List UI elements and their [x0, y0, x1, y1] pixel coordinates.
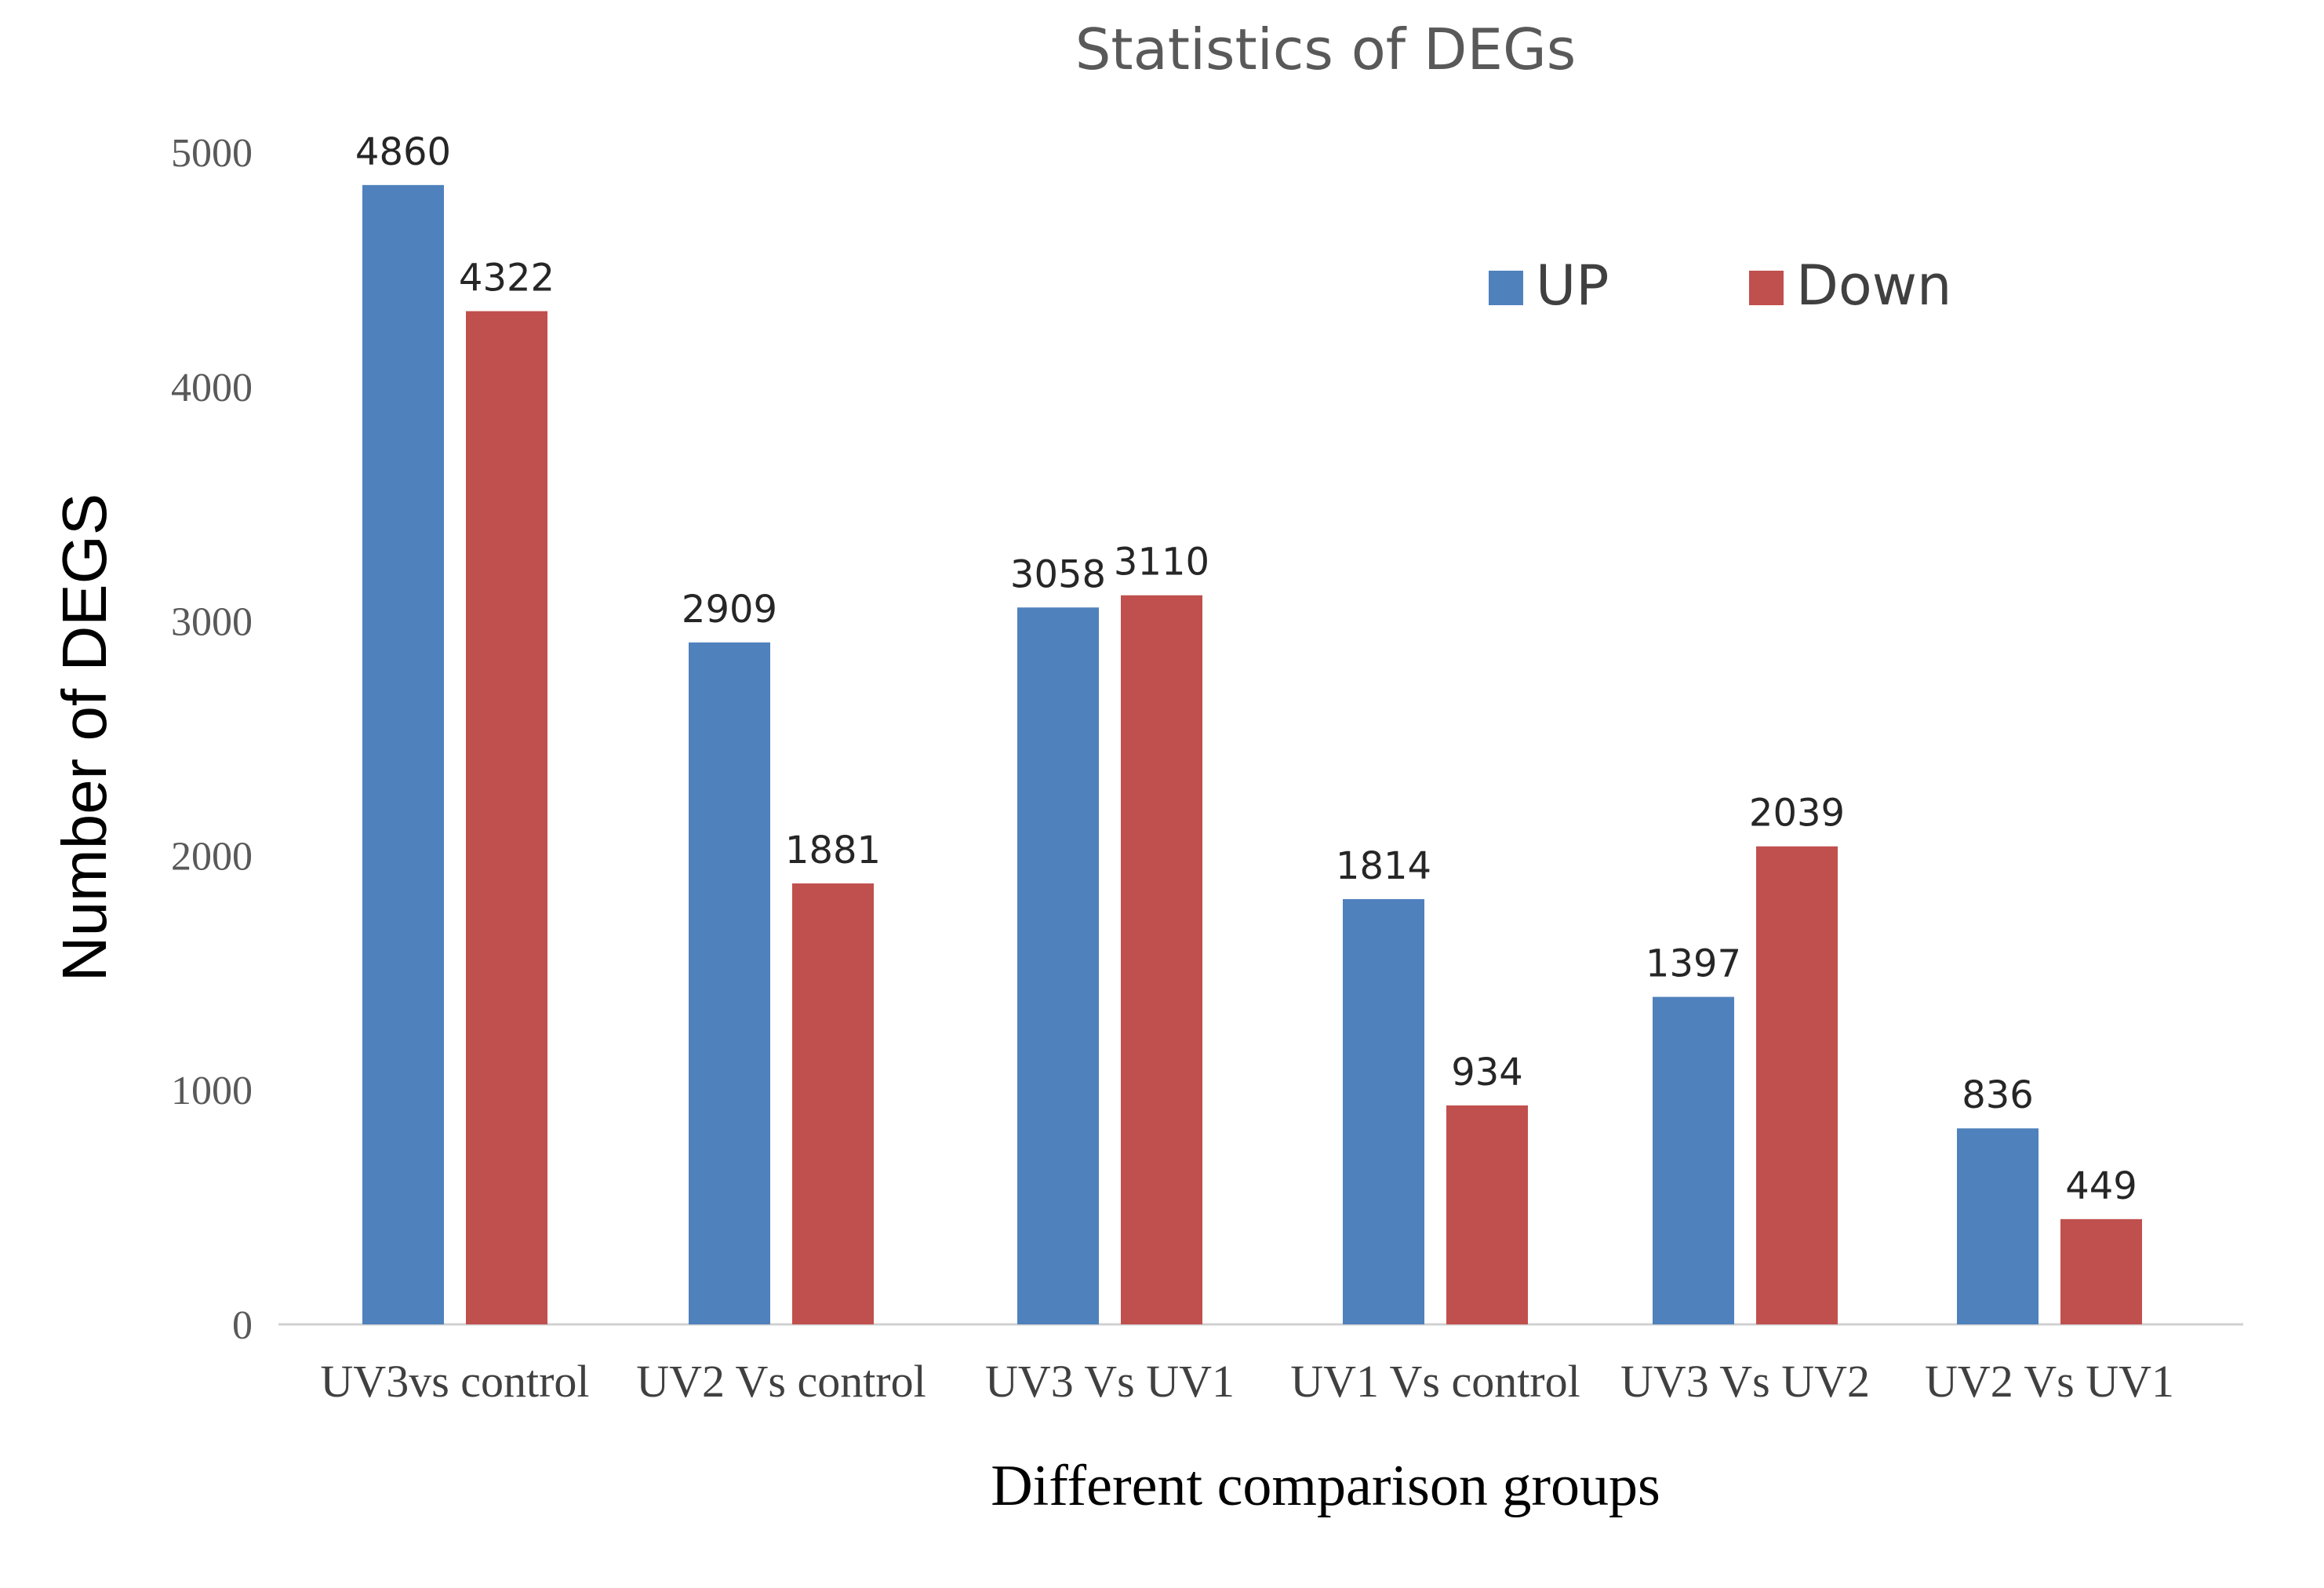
x-tick-label: UV3 Vs UV2 — [1620, 1356, 1870, 1407]
bar-up — [689, 642, 770, 1324]
bar-down — [466, 311, 547, 1324]
bar-down — [1121, 595, 1202, 1324]
x-tick-label: UV3vs control — [320, 1356, 589, 1407]
x-tick-label: UV2 Vs UV1 — [1925, 1356, 2174, 1407]
bar-up — [1343, 898, 1424, 1324]
bar-down — [1446, 1105, 1528, 1324]
x-tick-label: UV1 Vs control — [1290, 1356, 1580, 1407]
y-tick-label: 2000 — [171, 834, 253, 879]
data-label: 4860 — [355, 130, 451, 174]
data-label: 3058 — [1010, 552, 1106, 596]
chart-title: Statistics of DEGs — [1075, 16, 1577, 82]
data-label: 1397 — [1646, 942, 1741, 986]
data-label: 1814 — [1336, 844, 1431, 888]
data-label: 4322 — [459, 257, 555, 300]
bar-up — [362, 184, 444, 1324]
x-axis-label: Different comparison groups — [991, 1454, 1660, 1518]
x-tick-label: UV3 Vs UV1 — [985, 1356, 1235, 1407]
y-tick-label: 1000 — [171, 1069, 253, 1113]
legend-label-down: Down — [1796, 253, 1951, 318]
bar-down — [1756, 846, 1838, 1324]
legend-swatch-down — [1749, 271, 1784, 305]
bar-up — [1017, 607, 1099, 1324]
y-axis-ticks: 0 1000 2000 3000 4000 5000 — [171, 131, 253, 1348]
bars — [362, 184, 2142, 1324]
data-label: 2039 — [1749, 792, 1845, 836]
y-tick-label: 3000 — [171, 600, 253, 645]
y-tick-label: 5000 — [171, 131, 253, 176]
data-label: 449 — [2065, 1164, 2137, 1208]
bar-down — [2060, 1218, 2142, 1324]
x-tick-label: UV2 Vs control — [636, 1356, 926, 1407]
bar-up — [1957, 1128, 2039, 1324]
data-labels: 4860 4322 2909 1881 3058 3110 1814 934 1397 2039 8… — [355, 130, 2137, 1208]
bar-up — [1653, 996, 1734, 1324]
y-axis-label: Number of DEGS — [49, 494, 119, 982]
data-label: 1881 — [785, 829, 881, 872]
y-tick-label: 0 — [232, 1303, 253, 1348]
data-label: 934 — [1451, 1051, 1523, 1094]
data-label: 836 — [1962, 1073, 2034, 1117]
legend-label-up: UP — [1536, 253, 1609, 318]
legend-swatch-up — [1489, 271, 1523, 305]
bar-down — [792, 883, 874, 1324]
data-label: 2909 — [682, 588, 777, 632]
y-tick-label: 4000 — [171, 366, 253, 410]
legend: UP Down — [1489, 253, 1951, 318]
x-axis-tick-labels: UV3vs control UV2 Vs control UV3 Vs UV1 UV1… — [320, 1356, 2174, 1407]
data-label: 3110 — [1114, 541, 1209, 585]
